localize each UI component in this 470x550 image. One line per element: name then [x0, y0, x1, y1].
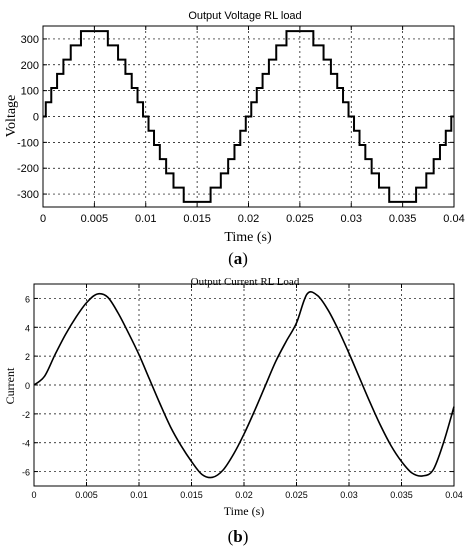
y-tick-label: -6 — [22, 468, 30, 478]
x-axis-label: Time (s) — [224, 504, 265, 518]
x-tick-label: 0 — [31, 490, 36, 500]
current-series-line — [33, 291, 455, 479]
x-tick-label: 0.04 — [443, 213, 464, 225]
y-tick-label: 6 — [25, 294, 30, 304]
y-tick-label: 100 — [21, 86, 39, 98]
x-tick-label: 0 — [40, 213, 46, 225]
x-tick-label: 0.035 — [389, 213, 417, 225]
y-tick-label: -100 — [17, 137, 39, 149]
x-tick-label: 0.015 — [183, 213, 211, 225]
x-tick-label: 0.01 — [135, 213, 156, 225]
x-tick-label: 0.005 — [75, 490, 98, 500]
x-axis-label: Time (s) — [224, 230, 272, 245]
y-tick-label: -2 — [22, 410, 30, 420]
y-tick-label: 200 — [21, 60, 39, 72]
caption-b: (b) — [228, 527, 249, 546]
x-tick-label: 0.01 — [130, 490, 148, 500]
y-tick-label: 300 — [21, 34, 39, 46]
x-tick-label: 0.02 — [235, 490, 253, 500]
x-tick-label: 0.015 — [180, 490, 203, 500]
y-axis-label: Current — [3, 367, 17, 404]
caption-a: (a) — [228, 249, 248, 268]
x-tick-label: 0.04 — [445, 490, 463, 500]
chart-title: Output Current RL Load — [191, 276, 300, 288]
y-tick-label: 0 — [25, 381, 30, 391]
y-tick-label: 4 — [25, 323, 30, 333]
x-tick-label: 0.02 — [238, 213, 259, 225]
current-chart: Output Current RL Load 0 0.005 0.01 0.015 0.… — [3, 276, 463, 546]
x-tick-label: 0.005 — [81, 213, 109, 225]
y-axis-label: Voltage — [4, 95, 19, 138]
voltage-series-line — [43, 30, 454, 203]
x-tick-label: 0.03 — [340, 490, 358, 500]
x-tick-label: 0.03 — [341, 213, 362, 225]
y-tick-label: 2 — [25, 352, 30, 362]
y-tick-label: 0 — [33, 112, 39, 124]
voltage-chart: Output Voltage RL load 0 0.005 0.01 0.015 0.… — [4, 10, 465, 268]
x-tick-label: 0.035 — [390, 490, 413, 500]
x-tick-label: 0.025 — [285, 490, 308, 500]
y-tick-label: -200 — [17, 163, 39, 175]
y-tick-label: -300 — [17, 189, 39, 201]
chart-title: Output Voltage RL load — [188, 10, 301, 22]
x-tick-label: 0.025 — [286, 213, 314, 225]
y-tick-label: -4 — [22, 439, 30, 449]
